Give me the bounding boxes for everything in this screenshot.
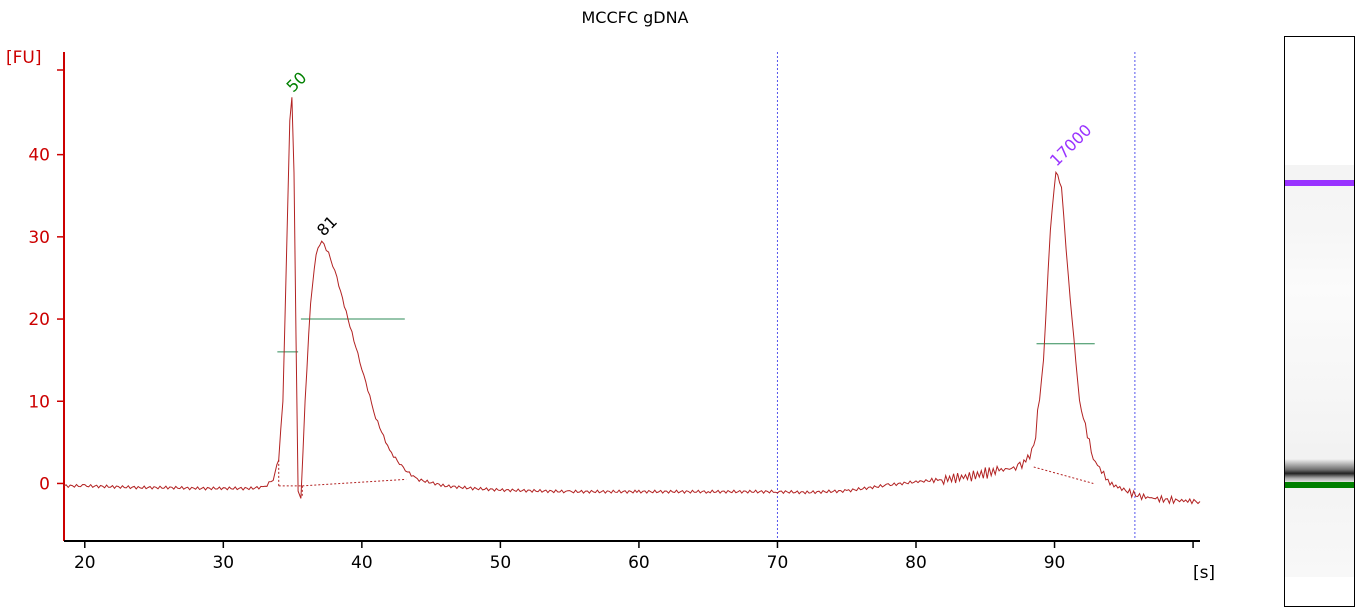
chart-title: MCCFC gDNA <box>581 8 689 27</box>
gel-band <box>1285 482 1354 489</box>
peak-baseline <box>1033 466 1094 484</box>
electropherogram-plot: 20 30 40 50 60 70 80 90 [s] 0 10 20 30 40 [FU] 50 81 170… <box>6 48 1215 583</box>
peak-label: 17000 <box>1046 120 1095 169</box>
x-tick-label: 60 <box>628 553 650 573</box>
y-tick-label: 0 <box>39 474 50 494</box>
gel-band <box>1285 458 1354 483</box>
axes: 20 30 40 50 60 70 80 90 [s] 0 10 20 30 40 [FU] <box>6 48 1215 583</box>
x-axis-unit: [s] <box>1193 563 1215 583</box>
x-tick-label: 80 <box>905 553 927 573</box>
gel-image <box>1284 36 1355 607</box>
y-tick-label: 20 <box>28 310 50 330</box>
x-tick-label: 40 <box>351 553 373 573</box>
x-tick-label: 90 <box>1044 553 1066 573</box>
y-axis-unit: [FU] <box>6 48 42 68</box>
marker-lines <box>776 52 1136 541</box>
series-layer <box>63 97 1201 505</box>
x-tick-label: 50 <box>490 553 512 573</box>
gel-band <box>1285 179 1354 186</box>
peak-label: 50 <box>283 68 311 96</box>
peak-baselines <box>277 318 1095 496</box>
x-tick-label: 70 <box>767 553 789 573</box>
series-line <box>63 97 1201 505</box>
y-tick-label: 10 <box>28 392 50 412</box>
x-tick-label: 20 <box>74 553 96 573</box>
y-tick-label: 40 <box>28 146 50 166</box>
y-tick-label: 30 <box>28 228 50 248</box>
gel-lane <box>1285 165 1354 577</box>
peak-baseline <box>302 478 407 487</box>
peak-labels: 50 81 17000 <box>283 68 1096 240</box>
x-tick-label: 30 <box>212 553 234 573</box>
peak-label: 81 <box>313 212 341 240</box>
